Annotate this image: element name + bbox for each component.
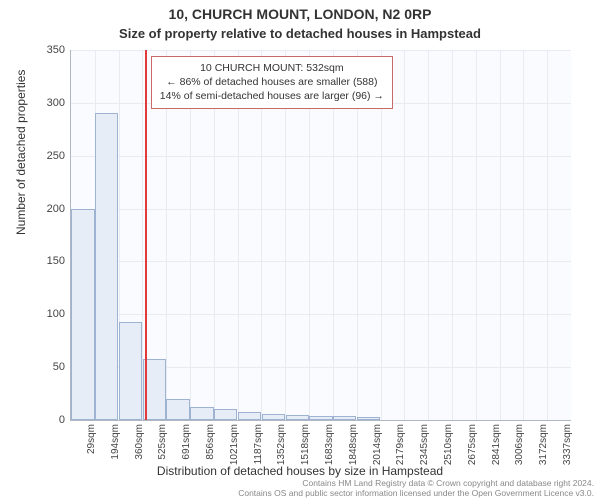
x-tick-label: 3337sqm — [562, 424, 573, 465]
y-tick-label: 300 — [25, 97, 65, 109]
y-tick-label: 200 — [25, 203, 65, 215]
x-tick-label: 856sqm — [205, 424, 216, 460]
gridline-v — [523, 50, 524, 420]
y-tick-label: 150 — [25, 255, 65, 267]
x-tick-label: 1848sqm — [348, 424, 359, 465]
histogram-bar — [190, 407, 213, 420]
x-tick-label: 2510sqm — [443, 424, 454, 465]
x-tick-label: 2841sqm — [491, 424, 502, 465]
footer: Contains HM Land Registry data © Crown c… — [0, 478, 600, 498]
x-tick-label: 29sqm — [86, 424, 97, 454]
x-tick-label: 1021sqm — [229, 424, 240, 465]
histogram-bar — [214, 409, 237, 420]
plot-area: 10 CHURCH MOUNT: 532sqm← 86% of detached… — [70, 50, 571, 421]
chart-container: 10, CHURCH MOUNT, LONDON, N2 0RP Size of… — [0, 0, 600, 500]
x-tick-label: 2179sqm — [395, 424, 406, 465]
x-tick-label: 360sqm — [134, 424, 145, 460]
page-subtitle: Size of property relative to detached ho… — [0, 26, 600, 41]
x-tick-label: 1518sqm — [300, 424, 311, 465]
x-tick-label: 1683sqm — [324, 424, 335, 465]
histogram-bar — [166, 399, 189, 420]
histogram-bar — [95, 113, 118, 420]
y-tick-label: 50 — [25, 361, 65, 373]
footer-line1: Contains HM Land Registry data © Crown c… — [302, 478, 594, 488]
gridline-v — [476, 50, 477, 420]
annotation-line: 14% of semi-detached houses are larger (… — [160, 89, 384, 103]
page-title: 10, CHURCH MOUNT, LONDON, N2 0RP — [0, 6, 600, 22]
x-tick-label: 2014sqm — [372, 424, 383, 465]
y-tick-label: 250 — [25, 150, 65, 162]
x-tick-label: 1352sqm — [276, 424, 287, 465]
x-tick-label: 194sqm — [110, 424, 121, 460]
x-axis-label: Distribution of detached houses by size … — [0, 464, 600, 478]
x-tick-label: 691sqm — [181, 424, 192, 460]
marker-line — [145, 50, 147, 420]
annotation-line: ← 86% of detached houses are smaller (58… — [160, 75, 384, 89]
histogram-bar — [333, 416, 356, 420]
histogram-bar — [262, 414, 285, 420]
y-tick-label: 100 — [25, 308, 65, 320]
x-tick-label: 525sqm — [157, 424, 168, 460]
gridline-v — [404, 50, 405, 420]
gridline-v — [452, 50, 453, 420]
x-tick-label: 2675sqm — [467, 424, 478, 465]
y-tick-label: 0 — [25, 414, 65, 426]
histogram-bar — [71, 209, 94, 420]
histogram-bar — [238, 412, 261, 420]
annotation-line: 10 CHURCH MOUNT: 532sqm — [160, 61, 384, 75]
annotation-box: 10 CHURCH MOUNT: 532sqm← 86% of detached… — [151, 56, 393, 109]
gridline-v — [428, 50, 429, 420]
footer-line2: Contains OS and public sector informatio… — [238, 488, 594, 498]
x-tick-label: 3172sqm — [538, 424, 549, 465]
gridline-v — [547, 50, 548, 420]
gridline-v — [500, 50, 501, 420]
x-tick-label: 1187sqm — [253, 424, 264, 464]
histogram-bar — [309, 416, 332, 420]
histogram-bar — [357, 417, 380, 420]
x-tick-label: 2345sqm — [419, 424, 430, 465]
y-tick-label: 350 — [25, 44, 65, 56]
x-tick-label: 3006sqm — [514, 424, 525, 465]
histogram-bar — [119, 322, 142, 420]
histogram-bar — [286, 415, 309, 420]
